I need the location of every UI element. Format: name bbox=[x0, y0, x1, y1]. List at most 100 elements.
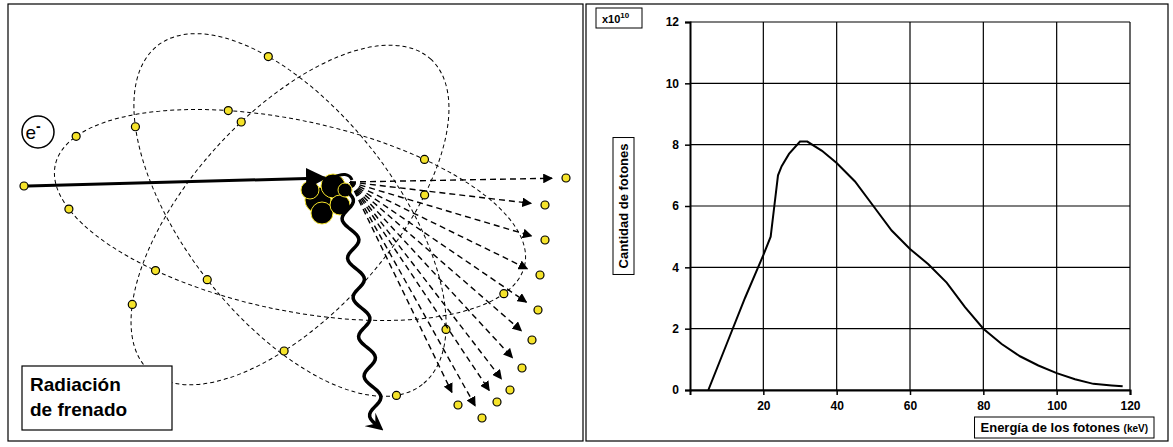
y-axis: 0 2 4 6 8 10 12 bbox=[666, 15, 691, 397]
photon-end-dot bbox=[518, 364, 526, 372]
tick-label: 80 bbox=[977, 399, 991, 413]
x-axis-title-main: Energía de los fotones bbox=[981, 420, 1124, 435]
caption-line: de frenado bbox=[30, 399, 127, 420]
photon-arrow bbox=[350, 182, 452, 392]
diagram-panel: e- Radiaciónde frenado bbox=[8, 0, 583, 447]
tick-label: 10 bbox=[666, 77, 680, 91]
photon-end-dot bbox=[541, 201, 549, 209]
tick-mark bbox=[1130, 390, 1132, 395]
tick-label: 0 bbox=[672, 383, 679, 397]
tick: 0 bbox=[672, 383, 690, 397]
grid-line-x bbox=[983, 22, 984, 390]
orbital-electron bbox=[280, 347, 288, 355]
tick-label: 20 bbox=[757, 399, 771, 413]
canvas: e- Radiaciónde frenado 0 2 4 6 8 10 12 20 40 60 80 10… bbox=[0, 0, 1173, 447]
tick: 120 bbox=[1120, 390, 1140, 413]
axis-line bbox=[685, 23, 691, 391]
tick-mark bbox=[685, 22, 690, 24]
tick-label: 40 bbox=[830, 399, 844, 413]
grid bbox=[690, 22, 1130, 390]
grid-line-x bbox=[836, 22, 837, 390]
grid-line-x bbox=[1056, 22, 1057, 390]
photon-end-dot bbox=[562, 174, 570, 182]
panel-frame bbox=[8, 4, 583, 441]
electron-label: e- bbox=[25, 118, 41, 143]
incoming-electron-path bbox=[28, 178, 325, 186]
tick: 2 bbox=[672, 322, 690, 336]
orbital-electron bbox=[152, 267, 160, 275]
tick-label: 60 bbox=[904, 399, 918, 413]
caption-box bbox=[22, 366, 172, 430]
y-unit-label: x1010 bbox=[602, 11, 630, 25]
tick-mark bbox=[910, 390, 912, 395]
tick-mark bbox=[685, 206, 690, 208]
tick: 4 bbox=[672, 261, 690, 275]
orbital-electron bbox=[420, 155, 428, 163]
orbital-electron bbox=[65, 205, 73, 213]
tick-label: 12 bbox=[666, 15, 680, 29]
tick: 80 bbox=[977, 390, 991, 413]
tick-label: 100 bbox=[1047, 399, 1067, 413]
panel-frame bbox=[586, 4, 1168, 441]
plot-area bbox=[708, 142, 1122, 390]
electron-symbol: e bbox=[25, 122, 36, 143]
tick-label: 6 bbox=[672, 199, 679, 213]
tick-label: 8 bbox=[672, 138, 679, 152]
photon-end-dot bbox=[506, 386, 514, 394]
tick-mark bbox=[836, 390, 838, 395]
photon-end-dot bbox=[478, 414, 486, 422]
tick-mark bbox=[685, 328, 690, 330]
tick-label: 120 bbox=[1120, 399, 1140, 413]
tick: 100 bbox=[1047, 390, 1067, 413]
y-unit-exponent: 10 bbox=[620, 11, 629, 20]
orbital-electron bbox=[131, 123, 139, 131]
spectrum-line bbox=[708, 142, 1122, 390]
tick-mark bbox=[1056, 390, 1058, 395]
orbital-electron bbox=[500, 290, 508, 298]
tick-label: 2 bbox=[672, 322, 679, 336]
tick-mark bbox=[763, 390, 765, 395]
photon-arrow bbox=[350, 182, 532, 236]
caption: Radiaciónde frenado bbox=[30, 374, 127, 420]
x-axis-title-box bbox=[975, 417, 1154, 438]
orbital-electron bbox=[237, 118, 245, 126]
grid-line-x bbox=[763, 22, 764, 390]
orbital-electron bbox=[128, 300, 136, 308]
tick-mark bbox=[685, 267, 690, 269]
orbital-electron bbox=[224, 107, 232, 115]
photon-arrow bbox=[350, 182, 489, 390]
y-unit-box bbox=[596, 8, 642, 28]
photon-arrow bbox=[350, 182, 521, 331]
orbital-electron bbox=[421, 191, 429, 199]
nucleon bbox=[301, 181, 319, 199]
tick-mark bbox=[685, 83, 690, 85]
orbital-electron bbox=[392, 391, 400, 399]
orbit bbox=[35, 72, 544, 358]
photon-end-dot bbox=[493, 398, 501, 406]
tick: 20 bbox=[757, 390, 771, 413]
electron-label-ring bbox=[22, 116, 54, 148]
x-axis-title: Energía de los fotones (keV) bbox=[981, 420, 1148, 435]
photon-end-dot bbox=[534, 306, 542, 314]
chart-panel: 02468101220406080100120x1010Cantidad de … bbox=[586, 4, 1168, 441]
photon-arrow bbox=[350, 182, 527, 269]
incoming-electron bbox=[20, 182, 28, 190]
grid-line-x bbox=[1129, 22, 1130, 390]
tick: 40 bbox=[830, 390, 844, 413]
tick: 10 bbox=[666, 77, 690, 91]
photon-arrow bbox=[350, 182, 475, 406]
orbital-electron bbox=[203, 276, 211, 284]
y-unit-base: x10 bbox=[602, 13, 620, 25]
electron-charge: - bbox=[36, 118, 41, 134]
photon-end-dot bbox=[454, 401, 462, 409]
tick: 8 bbox=[672, 138, 690, 152]
tick-mark bbox=[685, 144, 690, 146]
x-axis: 20 40 60 80 100 120 bbox=[691, 390, 1141, 413]
photon-end-dot bbox=[528, 336, 536, 344]
photon-arrow bbox=[350, 182, 501, 379]
photon-arrow bbox=[350, 182, 526, 302]
photon-end-dot bbox=[536, 271, 544, 279]
wavy-photon bbox=[342, 190, 381, 426]
axis-line bbox=[691, 391, 1131, 396]
x-axis-title-unit: (keV) bbox=[1124, 423, 1148, 434]
